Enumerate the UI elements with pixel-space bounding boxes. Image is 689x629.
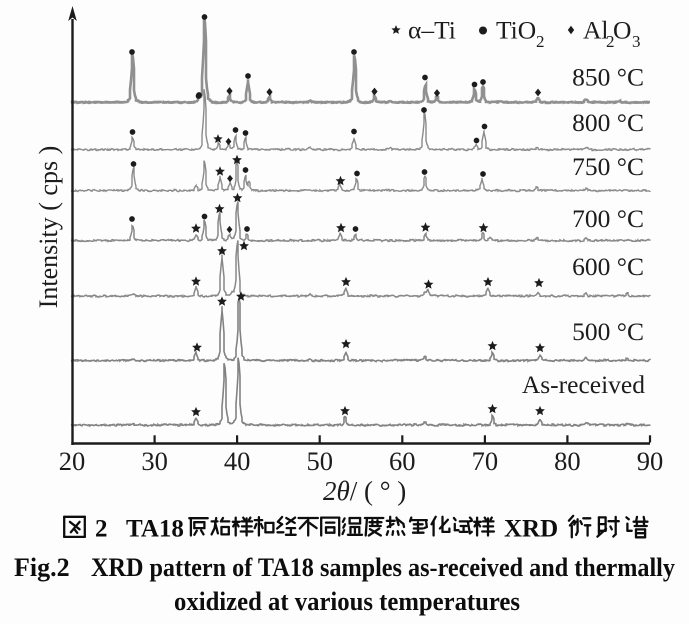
svg-text:2: 2 <box>606 32 615 51</box>
svg-text:XRD pattern of TA18 samples as: XRD pattern of TA18 samples as-received … <box>91 553 675 582</box>
svg-text:90: 90 <box>637 446 664 476</box>
svg-text:2: 2 <box>95 516 108 543</box>
svg-text:750 °C: 750 °C <box>572 152 644 181</box>
svg-text:70: 70 <box>472 446 499 476</box>
svg-text:O: O <box>613 16 631 45</box>
svg-text:2θ/ ( ° ): 2θ/ ( ° ) <box>323 476 406 506</box>
svg-text:Fig.2: Fig.2 <box>14 553 70 582</box>
svg-text:50: 50 <box>306 446 333 476</box>
svg-text:20: 20 <box>59 446 86 476</box>
svg-text:Intensity ( cps ): Intensity ( cps ) <box>34 146 63 308</box>
svg-text:850 °C: 850 °C <box>572 63 644 92</box>
svg-text:600 °C: 600 °C <box>572 252 644 281</box>
svg-text:Al: Al <box>583 16 609 45</box>
svg-text:80: 80 <box>554 446 581 476</box>
svg-text:TA18: TA18 <box>126 516 184 543</box>
svg-text:As-received: As-received <box>522 370 645 399</box>
svg-text:60: 60 <box>389 446 416 476</box>
svg-text:XRD: XRD <box>504 516 558 543</box>
svg-text:700 °C: 700 °C <box>572 204 644 233</box>
svg-text:30: 30 <box>141 446 168 476</box>
svg-text:α–Ti: α–Ti <box>408 16 456 45</box>
svg-text:TiO: TiO <box>496 16 536 45</box>
svg-text:40: 40 <box>224 446 251 476</box>
svg-text:3: 3 <box>632 32 641 51</box>
svg-text:oxidized at various temperatur: oxidized at various temperatures <box>174 587 520 616</box>
svg-text:800 °C: 800 °C <box>572 108 644 137</box>
svg-text:2: 2 <box>536 32 545 51</box>
svg-text:500 °C: 500 °C <box>572 317 644 346</box>
